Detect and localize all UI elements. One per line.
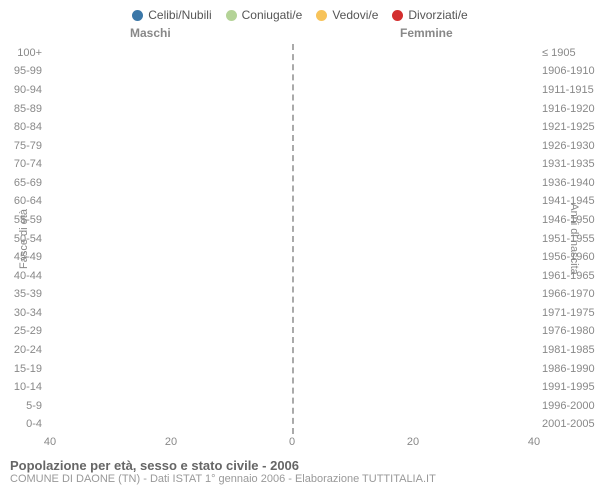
age-label: 20-24: [0, 341, 46, 360]
age-label: 25-29: [0, 323, 46, 342]
birth-label: 1976-1980: [538, 323, 600, 342]
footer: Popolazione per età, sesso e stato civil…: [0, 454, 600, 485]
legend-item: Celibi/Nubili: [132, 8, 211, 22]
center-line: [292, 44, 294, 434]
age-label: 65-69: [0, 174, 46, 193]
age-label: 0-4: [0, 416, 46, 435]
birth-label: 1971-1975: [538, 304, 600, 323]
plot-area: 100+95-9990-9485-8980-8475-7970-7465-696…: [0, 44, 600, 434]
birth-label: 1981-1985: [538, 341, 600, 360]
legend-swatch: [226, 10, 237, 21]
population-pyramid-chart: Celibi/Nubili Coniugati/e Vedovi/e Divorzia…: [0, 0, 600, 500]
birth-label: 2001-2005: [538, 416, 600, 435]
birth-label: 1916-1920: [538, 100, 600, 119]
chart-subtitle: COMUNE DI DAONE (TN) - Dati ISTAT 1° gen…: [10, 473, 590, 485]
legend-label: Divorziati/e: [408, 8, 467, 22]
x-tick: 20: [165, 436, 177, 448]
birth-label: 1926-1930: [538, 137, 600, 156]
age-label: 35-39: [0, 286, 46, 305]
age-label: 70-74: [0, 155, 46, 174]
age-label: 75-79: [0, 137, 46, 156]
birth-label: 1911-1915: [538, 81, 600, 100]
birth-label: 1906-1910: [538, 63, 600, 82]
legend-swatch: [316, 10, 327, 21]
birth-label: 1966-1970: [538, 286, 600, 305]
legend: Celibi/Nubili Coniugati/e Vedovi/e Divorzia…: [0, 0, 600, 26]
legend-swatch: [132, 10, 143, 21]
female-header: Femmine: [400, 26, 453, 40]
age-label: 10-14: [0, 378, 46, 397]
legend-label: Coniugati/e: [242, 8, 303, 22]
legend-item: Vedovi/e: [316, 8, 378, 22]
x-tick: 40: [44, 436, 56, 448]
birth-label: 1921-1925: [538, 118, 600, 137]
age-label: 90-94: [0, 81, 46, 100]
y-right-title: Anni di nascita: [568, 203, 580, 275]
legend-label: Vedovi/e: [332, 8, 378, 22]
x-tick: 40: [528, 436, 540, 448]
gridline: [534, 44, 535, 434]
bars-area: [50, 44, 534, 434]
birth-label: 1991-1995: [538, 378, 600, 397]
age-label: 40-44: [0, 267, 46, 286]
birth-label: 1936-1940: [538, 174, 600, 193]
legend-swatch: [392, 10, 403, 21]
x-tick: 20: [407, 436, 419, 448]
age-label: 5-9: [0, 397, 46, 416]
y-left-title: Fasce di età: [18, 209, 30, 269]
gender-headers: Maschi Femmine: [0, 26, 600, 44]
birth-label: 1996-2000: [538, 397, 600, 416]
birth-label: 1986-1990: [538, 360, 600, 379]
age-label: 80-84: [0, 118, 46, 137]
x-tick: 0: [289, 436, 295, 448]
birth-label: ≤ 1905: [538, 44, 600, 63]
age-label: 95-99: [0, 63, 46, 82]
age-label: 100+: [0, 44, 46, 63]
age-label: 30-34: [0, 304, 46, 323]
age-label: 85-89: [0, 100, 46, 119]
birth-label: 1931-1935: [538, 155, 600, 174]
male-header: Maschi: [130, 26, 171, 40]
legend-item: Coniugati/e: [226, 8, 303, 22]
chart-title: Popolazione per età, sesso e stato civil…: [10, 458, 590, 473]
age-label: 15-19: [0, 360, 46, 379]
x-axis: 402002040: [50, 434, 534, 454]
legend-item: Divorziati/e: [392, 8, 467, 22]
legend-label: Celibi/Nubili: [148, 8, 211, 22]
